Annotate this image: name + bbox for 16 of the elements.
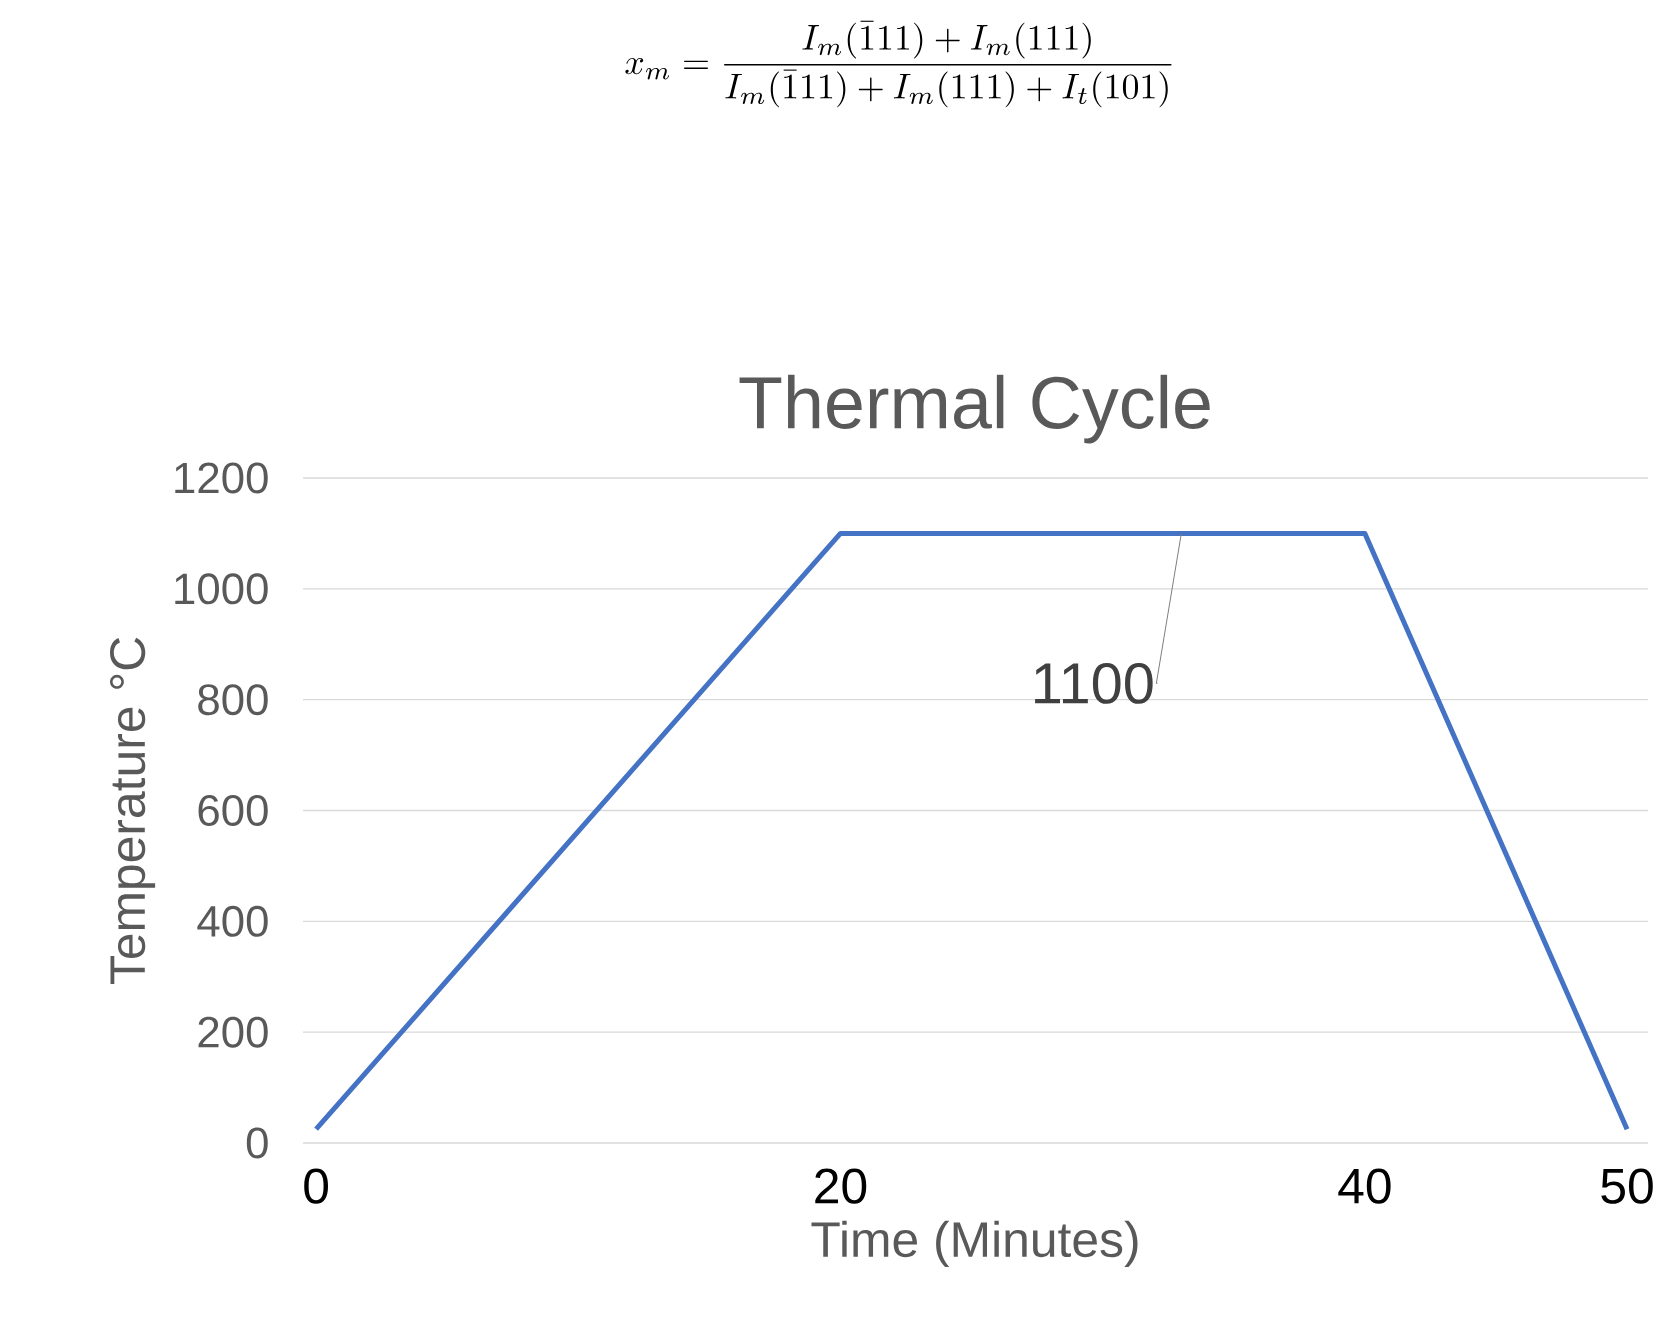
x-tick-label: 20 [815, 1168, 867, 1204]
x-axis-title: Time (Minutes) [811, 1220, 1138, 1268]
y-tick-label: 0 [246, 1127, 268, 1159]
x-tick-label: 50 [1601, 1168, 1653, 1204]
chart-title: Thermal Cycle [739, 374, 1210, 444]
y-tick-label: 600 [198, 794, 268, 827]
y-tick-label: 1200 [175, 462, 268, 494]
y-axis-title: Temperature °C [110, 637, 156, 985]
y-tick-label: 800 [198, 684, 268, 716]
y-tick-label: 400 [197, 905, 268, 937]
text: $x_m = \frac{I_m(\bar{1}11) + I_m(111)}{I_m(\bar{1}11) + I_m(111) + I_t(101)}$ [625, 20, 1172, 108]
annotation: 1100 [1035, 662, 1153, 704]
x-tick-label: 0 [304, 1168, 329, 1204]
y-tick-label: 200 [198, 1016, 268, 1048]
y-tick-label: 1000 [175, 573, 268, 605]
x-tick-label: 40 [1338, 1168, 1391, 1204]
